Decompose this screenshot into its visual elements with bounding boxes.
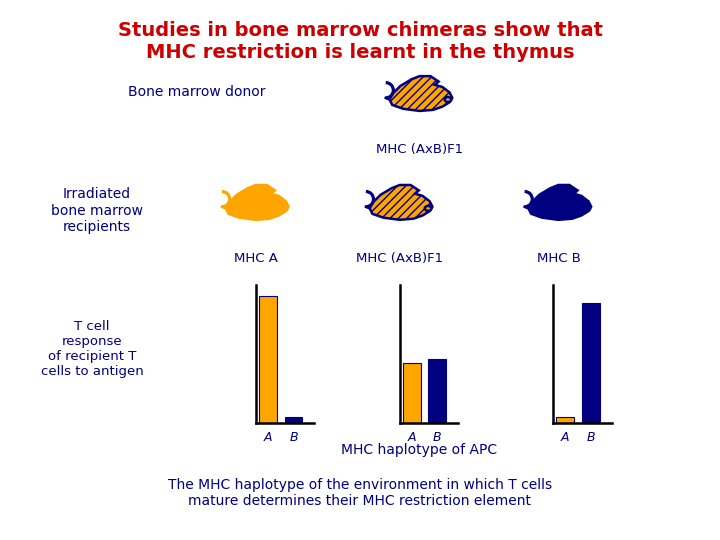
Bar	[402, 363, 420, 423]
Bar	[557, 417, 575, 423]
Text: A: A	[264, 431, 272, 444]
Text: A: A	[408, 431, 416, 444]
Text: Irradiated
bone marrow
recipients: Irradiated bone marrow recipients	[51, 187, 143, 234]
Bar	[258, 296, 276, 423]
Text: Studies in bone marrow chimeras show that
MHC restriction is learnt in the thymu: Studies in bone marrow chimeras show tha…	[117, 21, 603, 62]
Text: MHC B: MHC B	[536, 252, 580, 265]
Ellipse shape	[281, 206, 287, 211]
Bar	[582, 303, 600, 423]
Text: MHC (AxB)F1: MHC (AxB)F1	[356, 252, 444, 265]
Text: B: B	[433, 431, 441, 444]
Polygon shape	[369, 185, 433, 220]
Text: MHC (AxB)F1: MHC (AxB)F1	[376, 143, 463, 156]
Text: T cell
response
of recipient T
cells to antigen: T cell response of recipient T cells to …	[41, 320, 143, 378]
Bar	[428, 359, 446, 423]
Bar	[284, 417, 302, 423]
Text: B: B	[289, 431, 298, 444]
Polygon shape	[528, 185, 591, 220]
Ellipse shape	[584, 206, 590, 211]
Text: The MHC haplotype of the environment in which T cells
mature determines their MH: The MHC haplotype of the environment in …	[168, 478, 552, 508]
Polygon shape	[390, 76, 452, 111]
Text: Bone marrow donor: Bone marrow donor	[127, 85, 265, 99]
Text: MHC haplotype of APC: MHC haplotype of APC	[341, 443, 498, 457]
Text: B: B	[587, 431, 595, 444]
Ellipse shape	[445, 97, 451, 102]
Text: MHC A: MHC A	[234, 252, 278, 265]
Ellipse shape	[425, 206, 431, 211]
Text: A: A	[561, 431, 570, 444]
Polygon shape	[226, 185, 289, 220]
